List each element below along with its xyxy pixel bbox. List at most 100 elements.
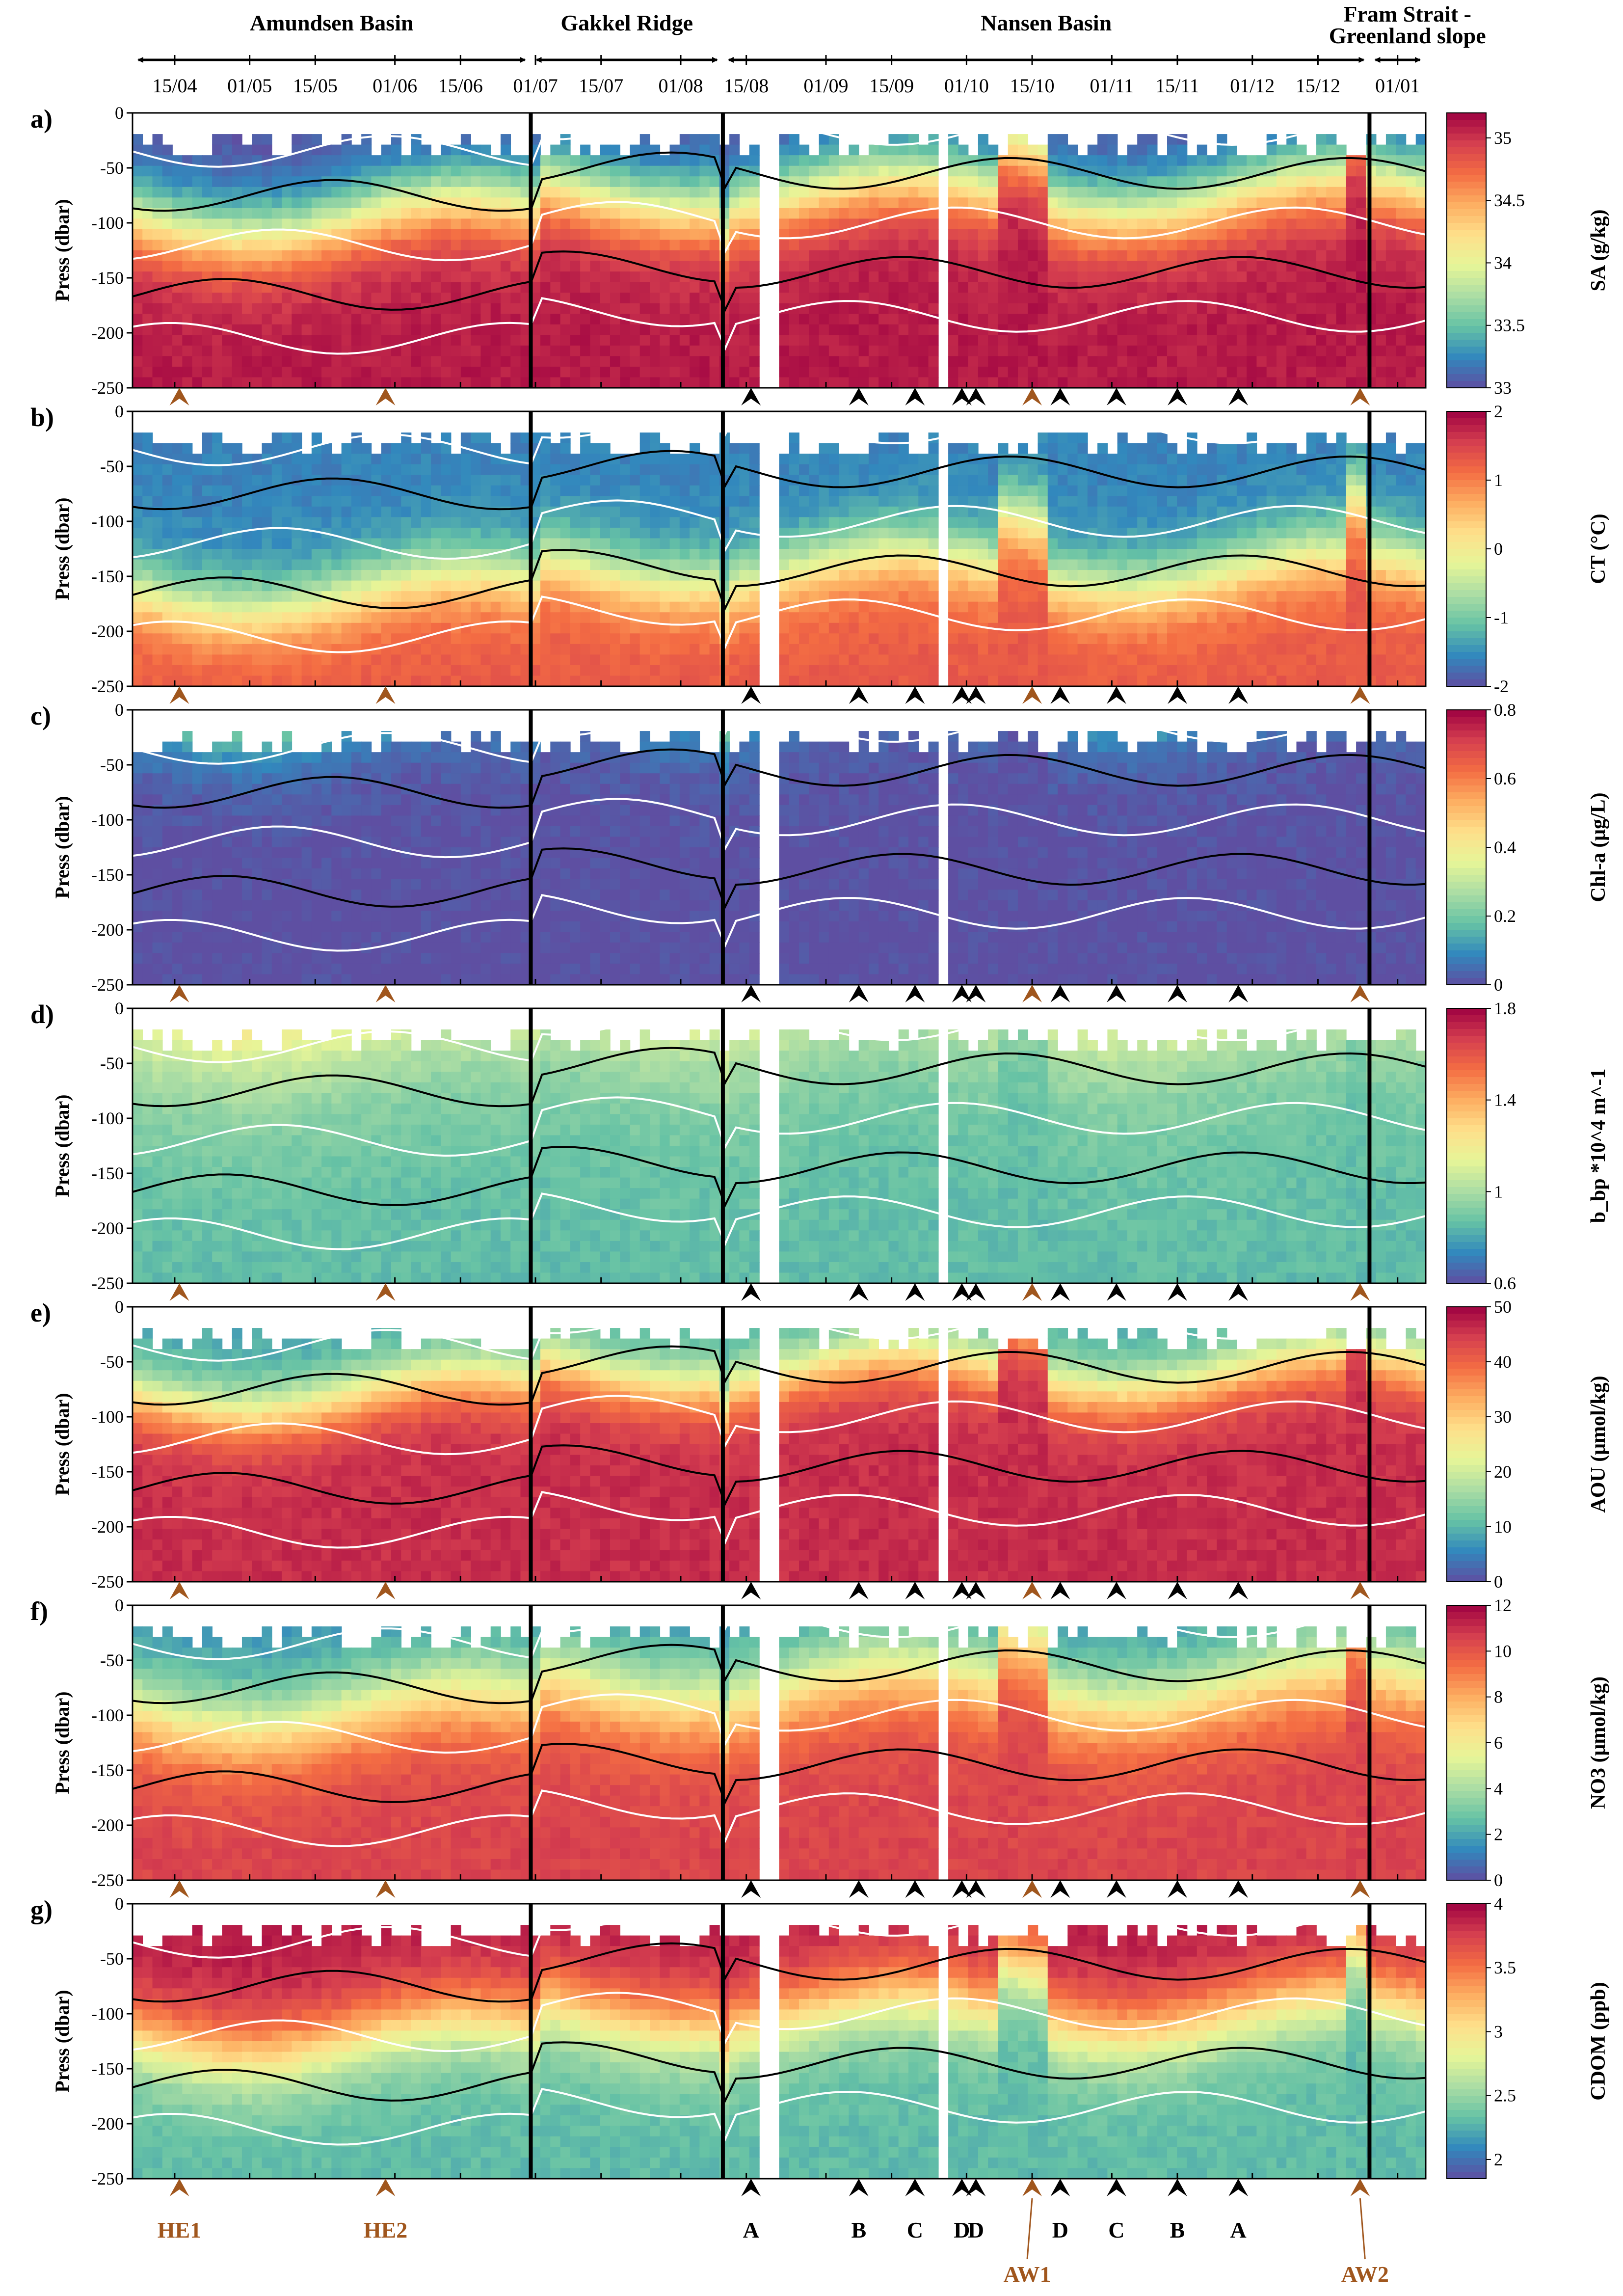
panel-letter: f) [30,1596,48,1626]
date-tick-label: 01/01 [1375,75,1420,97]
event-marker [905,686,925,704]
colorbar-tick-label: 0.4 [1494,837,1516,857]
contour-line [133,297,1426,355]
event-marker [952,1582,972,1599]
event-marker [905,1283,925,1301]
ytick-label: -100 [91,810,124,830]
date-tick-label: 15/11 [1155,75,1199,97]
colorbar-tick-label: 20 [1494,1462,1512,1482]
ytick-label: -50 [100,1650,124,1670]
colorbar-tick-label: 2 [1494,2150,1503,2169]
ytick-label: 0 [115,1894,124,1914]
event-marker [1050,686,1070,704]
event-marker [169,985,189,1002]
event-marker [905,388,925,405]
event-label: D [1052,2217,1068,2242]
panel-ct: 0 -50 -100 -150 -200 -250 Press (dbar) b) 2 1 0 -1 -… [30,402,1610,704]
colorbar-tick-label: 4 [1494,1894,1503,1914]
contour-line [133,1345,1426,1406]
event-marker [1228,2179,1249,2196]
ytick-label: 0 [115,1297,124,1317]
ytick-label: -100 [91,1407,124,1427]
event-marker [741,985,761,1002]
colorbar-tick-label: 50 [1494,1297,1512,1317]
event-label: B [1170,2217,1185,2242]
date-tick-label: 15/08 [724,75,769,97]
panel-frame [132,112,1427,389]
event-marker [1022,1582,1042,1599]
event-label: AW1 [1003,2262,1051,2287]
ytick-label: -100 [91,2004,124,2024]
timeline-header: Amundsen Basin Gakkel Ridge Nansen Basin Fr… [137,1,1486,97]
contour-line [133,1192,1426,1250]
event-marker [1168,2179,1188,2196]
contour-line [133,450,1426,511]
colorbar-label: Chl-a (μg/L) [1587,792,1610,902]
ytick-label: -250 [91,2169,124,2188]
event-marker [741,1880,761,1898]
colorbar-tick-label: 8 [1494,1687,1503,1707]
colorbar-tick-label: 4 [1494,1779,1503,1798]
colorbar-label: NO3 (μmol/kg) [1587,1676,1610,1809]
heatmap [133,731,1426,985]
ytick-label: -150 [91,567,124,586]
contour-line [133,1491,1426,1549]
ytick-label: -50 [100,755,124,775]
event-marker [375,1880,396,1898]
event-marker [1350,1582,1370,1599]
event-label: D [954,2217,970,2242]
event-marker [1350,1880,1370,1898]
contour-line [133,1395,1426,1456]
event-marker [849,686,869,704]
event-marker [1350,388,1370,405]
event-marker [375,686,396,704]
colorbar-tick-label: 2 [1494,1825,1503,1844]
event-marker [169,388,189,405]
event-marker [1228,1880,1249,1898]
event-marker [905,1880,925,1898]
event-marker [1350,2179,1370,2196]
event-label: HE2 [364,2217,407,2242]
date-tick-label: 15/07 [579,75,623,97]
event-label: A [743,2217,759,2242]
colorbar-tick-label: 10 [1494,1641,1512,1661]
ytick-label: 0 [115,103,124,123]
colorbar: 50 40 30 20 10 0 AOU (μmol/kg) [1446,1297,1610,1592]
event-label: D [968,2217,984,2242]
colorbar: 0.8 0.6 0.4 0.2 0 Chl-a (μg/L) [1446,700,1610,995]
contour-line [133,1992,1426,2053]
colorbar-tick-label: 1 [1494,1182,1503,1201]
ylabel: Press (dbar) [51,1094,73,1197]
panel-sa: 0 -50 -100 -150 -200 -250 Press (dbar) a) 35 34.5… [30,103,1610,405]
date-tick-label: 15/06 [438,75,483,97]
panel-frame [132,1604,1427,1881]
date-tick-label: 01/08 [658,75,703,97]
ytick-label: -200 [91,1517,124,1537]
ytick-label: -100 [91,213,124,233]
contour-line [133,710,1426,765]
event-leader-line [1026,2198,1033,2260]
panel-frame [132,709,1427,986]
colorbar-tick-label: -2 [1494,676,1509,696]
colorbar-tick-label: 1.4 [1494,1090,1516,1110]
ytick-label: -50 [100,1949,124,1969]
event-marker [1228,1582,1249,1599]
region-label: Fram Strait - [1343,1,1471,27]
date-tick-label: 01/10 [944,75,989,97]
ytick-label: -250 [91,975,124,995]
colorbar: 35 34.5 34 33.5 33 SA (g/kg) [1446,112,1610,398]
event-marker [1050,1283,1070,1301]
event-marker [1228,686,1249,704]
event-marker [1050,1880,1070,1898]
event-marker [1168,1283,1188,1301]
contour-line [133,201,1426,262]
event-label: C [1108,2217,1124,2242]
ylabel: Press (dbar) [51,1990,73,2092]
colorbar-tick-label: 1 [1494,470,1503,490]
ytick-label: -150 [91,1462,124,1482]
panel-frame [132,410,1427,687]
colorbar-tick-label: 40 [1494,1352,1512,1372]
event-marker [849,2179,869,2196]
contour-line [133,411,1426,466]
